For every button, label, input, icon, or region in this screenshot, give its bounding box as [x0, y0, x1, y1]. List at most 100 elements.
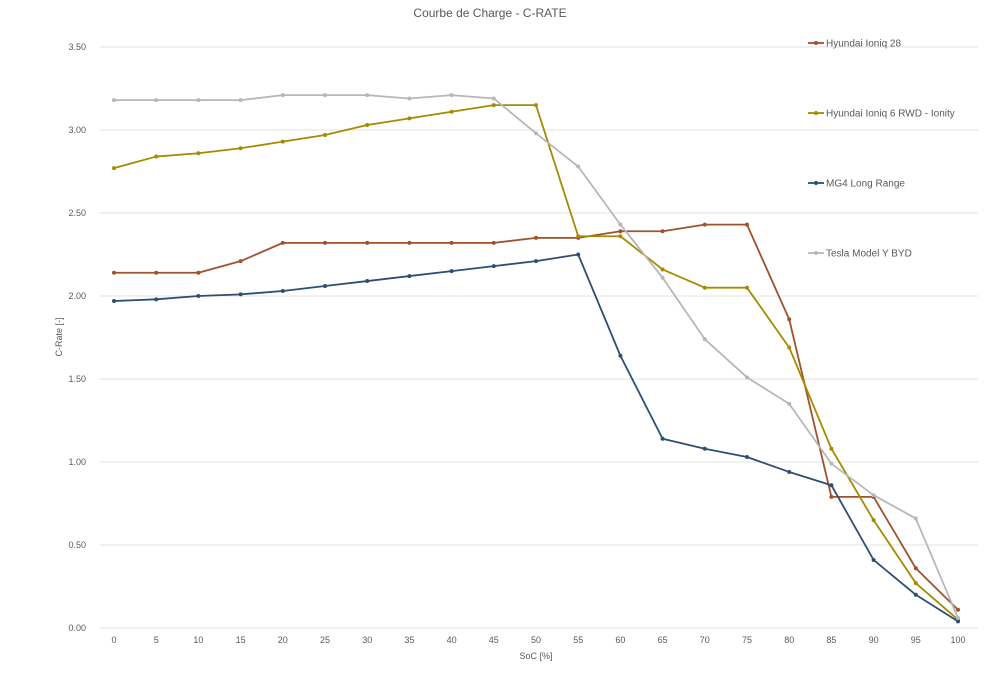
data-point: [491, 264, 496, 269]
data-point: [787, 401, 792, 406]
data-point: [829, 446, 834, 451]
x-tick-label: 35: [404, 635, 414, 645]
y-tick-label: 0.50: [68, 540, 86, 550]
x-tick-labels: 0 5 10 15 20 25 30 35 40 45 50 55 60 65 70 75 80 85 90 95 10…: [111, 635, 965, 645]
y-tick-label: 1.50: [68, 374, 86, 384]
data-point: [112, 98, 116, 103]
data-point: [365, 123, 370, 128]
data-point: [871, 518, 876, 523]
data-point: [618, 222, 623, 227]
legend-label: MG4 Long Range: [826, 179, 905, 190]
data-point: [238, 146, 243, 151]
legend-label: Hyundai Ioniq 6 RWD - Ionity: [826, 109, 955, 120]
data-point: [449, 240, 454, 245]
data-point: [491, 96, 496, 101]
data-point: [449, 269, 454, 274]
data-point: [787, 345, 792, 350]
data-point: [534, 235, 538, 240]
legend-marker: [814, 251, 818, 255]
data-point: [871, 557, 876, 562]
y-tick-label: 3.50: [68, 42, 86, 52]
data-point: [956, 607, 960, 612]
data-point: [534, 259, 538, 264]
data-point: [618, 229, 623, 234]
legend-marker: [814, 41, 818, 45]
data-point: [365, 240, 370, 245]
data-point: [365, 279, 370, 284]
data-point: [660, 267, 665, 272]
x-tick-label: 15: [236, 635, 246, 645]
data-point: [618, 234, 623, 239]
data-point: [534, 131, 538, 136]
x-tick-label: 25: [320, 635, 330, 645]
data-point: [280, 289, 285, 294]
data-point: [112, 166, 116, 171]
data-point: [745, 455, 749, 460]
chart-title: Courbe de Charge - C-RATE: [413, 6, 566, 20]
data-point: [618, 353, 623, 358]
data-point: [702, 285, 707, 290]
data-point: [956, 616, 960, 621]
data-point: [702, 446, 707, 451]
data-point: [913, 516, 918, 521]
data-point: [154, 297, 159, 302]
data-point: [280, 93, 285, 98]
x-tick-label: 95: [911, 635, 921, 645]
x-tick-label: 50: [531, 635, 541, 645]
data-point: [660, 275, 665, 280]
data-point: [913, 581, 918, 586]
series-tesla-model-y-byd: [112, 93, 960, 621]
y-tick-label: 3.00: [68, 125, 86, 135]
x-tick-label: 20: [278, 635, 288, 645]
series-line: [114, 94, 959, 619]
data-point: [745, 222, 749, 227]
data-point: [702, 337, 707, 342]
data-point: [238, 259, 243, 264]
data-point: [238, 292, 243, 297]
series-hyundai-ioniq-28: [112, 222, 960, 612]
data-point: [491, 103, 496, 108]
data-point: [576, 234, 581, 239]
data-point: [913, 592, 918, 597]
data-point: [449, 109, 454, 114]
data-point: [576, 252, 581, 257]
series-line: [114, 223, 959, 611]
data-point: [913, 566, 918, 571]
data-point: [112, 270, 116, 275]
data-point: [365, 93, 370, 98]
x-tick-label: 80: [784, 635, 794, 645]
x-tick-label: 70: [700, 635, 710, 645]
x-tick-label: 30: [362, 635, 372, 645]
legend-item: Tesla Model Y BYD: [808, 249, 912, 260]
data-point: [196, 270, 201, 275]
data-point: [829, 461, 834, 466]
y-axis-title: C-Rate [-]: [54, 317, 64, 356]
y-tick-label: 2.50: [68, 208, 86, 218]
series-lines: [112, 93, 960, 624]
data-point: [280, 240, 285, 245]
data-point: [745, 285, 749, 290]
x-tick-label: 85: [826, 635, 836, 645]
legend-item: Hyundai Ioniq 28: [808, 39, 901, 50]
legend-item: MG4 Long Range: [808, 179, 905, 190]
x-tick-label: 45: [489, 635, 499, 645]
data-point: [956, 619, 960, 624]
data-point: [112, 298, 116, 303]
data-point: [745, 375, 749, 380]
x-tick-label: 5: [154, 635, 159, 645]
y-tick-label: 0.00: [68, 623, 86, 633]
legend-marker: [814, 181, 818, 185]
legend: Hyundai Ioniq 28 Hyundai Ioniq 6 RWD - Io…: [808, 39, 955, 260]
x-tick-label: 60: [615, 635, 625, 645]
data-point: [407, 274, 412, 279]
data-point: [534, 103, 538, 108]
series-line: [113, 253, 959, 623]
data-point: [323, 132, 327, 137]
data-point: [491, 240, 496, 245]
data-point: [323, 240, 327, 245]
data-point: [787, 469, 792, 474]
data-point: [660, 436, 665, 441]
x-tick-label: 55: [573, 635, 583, 645]
